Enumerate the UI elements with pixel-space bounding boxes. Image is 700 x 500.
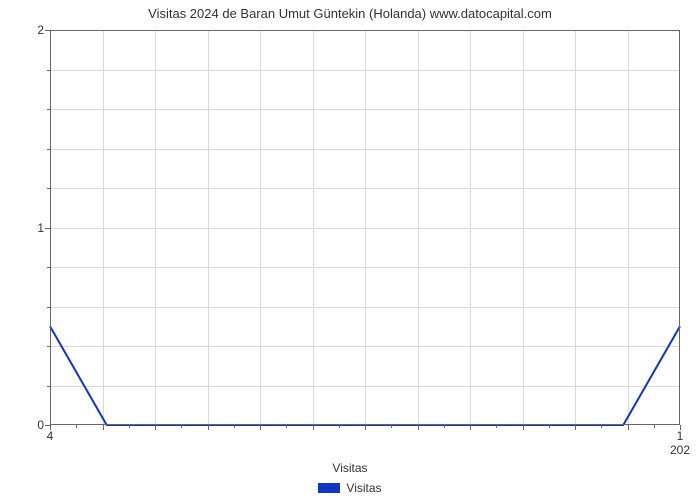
y-tick-mark xyxy=(45,30,50,31)
x-tick-mark xyxy=(418,425,419,430)
x-tick-mark xyxy=(470,425,471,430)
chart-container: Visitas 2024 de Baran Umut Güntekin (Hol… xyxy=(0,0,700,500)
chart-title: Visitas 2024 de Baran Umut Güntekin (Hol… xyxy=(0,6,700,21)
x-tick-mark xyxy=(575,425,576,430)
x-tick-minor xyxy=(496,425,497,428)
x-tick-minor xyxy=(391,425,392,428)
y-tick-minor xyxy=(47,386,50,387)
x-tick-label: 4 xyxy=(47,425,54,443)
x-tick-minor xyxy=(444,425,445,428)
x-tick-mark xyxy=(313,425,314,430)
x-tick-mark xyxy=(523,425,524,430)
legend-label: Visitas xyxy=(346,481,381,495)
x-tick-mark xyxy=(208,425,209,430)
y-tick-minor xyxy=(47,307,50,308)
x-tick-minor xyxy=(181,425,182,428)
x-tick-minor xyxy=(654,425,655,428)
x-tick-label-group: 1202 xyxy=(670,425,690,457)
plot-border xyxy=(50,30,680,425)
y-tick-minor xyxy=(47,70,50,71)
x-tick-minor xyxy=(549,425,550,428)
legend-swatch xyxy=(318,483,340,493)
legend: Visitas xyxy=(0,481,700,495)
x-tick-mark xyxy=(260,425,261,430)
x-tick-mark xyxy=(628,425,629,430)
y-tick-minor xyxy=(47,149,50,150)
x-axis-title: Visitas xyxy=(0,461,700,475)
y-tick-minor xyxy=(47,346,50,347)
x-tick-label: 202 xyxy=(670,443,690,457)
y-tick-mark xyxy=(45,228,50,229)
x-tick-minor xyxy=(76,425,77,428)
x-tick-mark xyxy=(155,425,156,430)
x-tick-label: 1 xyxy=(670,429,690,443)
x-tick-minor xyxy=(234,425,235,428)
x-tick-mark xyxy=(103,425,104,430)
y-tick-minor xyxy=(47,188,50,189)
x-tick-minor xyxy=(129,425,130,428)
x-tick-minor xyxy=(339,425,340,428)
y-tick-minor xyxy=(47,267,50,268)
x-tick-minor xyxy=(286,425,287,428)
y-tick-minor xyxy=(47,109,50,110)
x-tick-minor xyxy=(601,425,602,428)
plot-area: 012 41202 xyxy=(50,30,680,425)
x-tick-mark xyxy=(365,425,366,430)
